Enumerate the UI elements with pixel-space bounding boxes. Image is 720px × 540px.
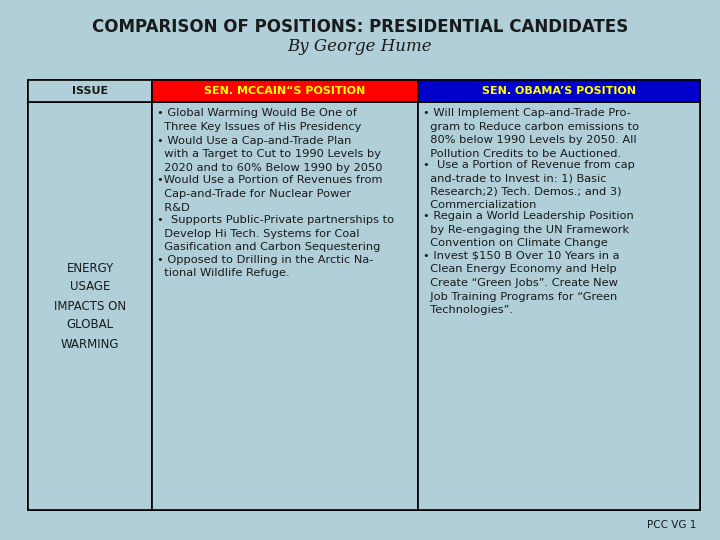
Text: • Global Warming Would Be One of
  Three Key Issues of His Presidency: • Global Warming Would Be One of Three K… (157, 108, 361, 132)
Bar (153, 80, 418, 102)
Bar (418, 102, 700, 510)
Text: • Opposed to Drilling in the Arctic Na-
  tional Wildlife Refuge.: • Opposed to Drilling in the Arctic Na- … (157, 255, 374, 279)
Text: SEN. MCCAIN“S POSITION: SEN. MCCAIN“S POSITION (204, 86, 366, 96)
Text: By George Hume: By George Hume (288, 38, 432, 55)
Text: PCC VG 1: PCC VG 1 (647, 520, 696, 530)
Text: COMPARISON OF POSITIONS: PRESIDENTIAL CANDIDATES: COMPARISON OF POSITIONS: PRESIDENTIAL CA… (92, 18, 628, 36)
Text: • Will Implement Cap-and-Trade Pro-
  gram to Reduce carbon emissions to
  80% b: • Will Implement Cap-and-Trade Pro- gram… (423, 108, 639, 159)
Text: • Invest $150 B Over 10 Years in a
  Clean Energy Economy and Help
  Create “Gre: • Invest $150 B Over 10 Years in a Clean… (423, 251, 619, 315)
Bar (153, 102, 418, 510)
Bar (28, 102, 153, 510)
Text: ENERGY
USAGE
IMPACTS ON
GLOBAL
WARMING: ENERGY USAGE IMPACTS ON GLOBAL WARMING (54, 261, 126, 350)
Bar (28, 80, 700, 510)
Bar (28, 80, 153, 102)
Text: SEN. OBAMA’S POSITION: SEN. OBAMA’S POSITION (482, 86, 636, 96)
Text: ISSUE: ISSUE (72, 86, 108, 96)
Text: •Would Use a Portion of Revenues from
  Cap-and-Trade for Nuclear Power
  R&D: •Would Use a Portion of Revenues from Ca… (157, 176, 383, 213)
Text: • Regain a World Leadership Position
  by Re-engaging the UN Framework
  Convent: • Regain a World Leadership Position by … (423, 211, 634, 248)
Text: •  Supports Public-Private partnerships to
  Develop Hi Tech. Systems for Coal
 : • Supports Public-Private partnerships t… (157, 215, 395, 252)
Text: •  Use a Portion of Revenue from cap
  and-trade to Invest in: 1) Basic
  Resear: • Use a Portion of Revenue from cap and-… (423, 159, 634, 211)
Bar (418, 80, 700, 102)
Text: • Would Use a Cap-and-Trade Plan
  with a Target to Cut to 1990 Levels by
  2020: • Would Use a Cap-and-Trade Plan with a … (157, 136, 383, 173)
